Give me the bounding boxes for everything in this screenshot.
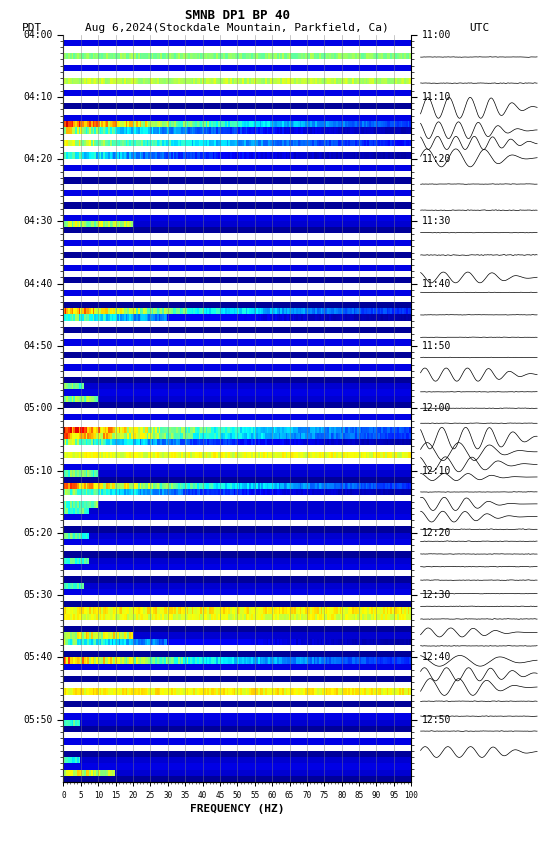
- Text: Aug 6,2024(Stockdale Mountain, Parkfield, Ca): Aug 6,2024(Stockdale Mountain, Parkfield…: [86, 23, 389, 34]
- Text: SMNB DP1 BP 40: SMNB DP1 BP 40: [185, 9, 290, 22]
- Text: PDT: PDT: [22, 23, 43, 34]
- Text: UTC: UTC: [469, 23, 490, 34]
- X-axis label: FREQUENCY (HZ): FREQUENCY (HZ): [190, 804, 285, 814]
